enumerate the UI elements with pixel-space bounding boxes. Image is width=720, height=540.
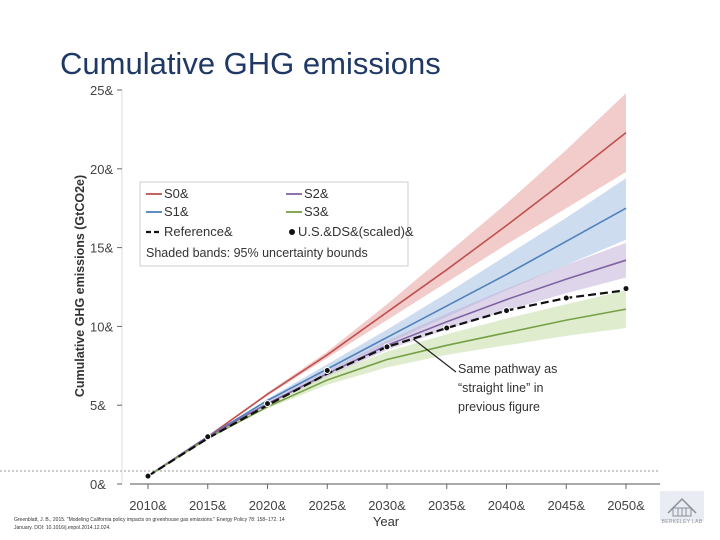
legend-box	[139, 181, 409, 267]
logo-text: BERKELEY LAB	[661, 519, 703, 525]
legend-label-2: S2&	[304, 186, 329, 201]
berkeley-lab-logo: BERKELEY LAB	[660, 491, 704, 527]
data-point-2	[264, 400, 271, 408]
uncertainty-band-3	[148, 290, 626, 477]
x-tick-label-4: 2030&	[368, 498, 406, 513]
x-tick-label-1: 2015&	[189, 498, 227, 513]
data-point-8	[622, 285, 630, 293]
legend-swatch-points	[289, 229, 295, 235]
series-line-1	[147, 207, 627, 477]
x-tick-label-0: 2010&	[129, 498, 167, 513]
annotation-text-1: “straight line” in	[458, 381, 543, 395]
series-line-0	[147, 131, 627, 477]
y-axis-label: Cumulative GHG emissions (GtCO2e)	[73, 175, 87, 397]
legend-label-3: S3&	[304, 204, 329, 219]
x-axis-label: Year	[373, 514, 400, 529]
x-tick-label-8: 2050&	[607, 498, 645, 513]
lab-building-icon	[660, 491, 704, 521]
annotation-text-0: Same pathway as	[458, 362, 557, 376]
y-tick-label-2: 10&	[90, 319, 113, 334]
data-point-0	[144, 472, 152, 480]
annotation-text-2: previous figure	[458, 400, 540, 414]
citation-line-2: January. DOI: 10.1016/j.enpol.2014.12.02…	[14, 525, 111, 531]
x-tick-label-6: 2040&	[488, 498, 526, 513]
y-tick-label-3: 15&	[90, 241, 113, 256]
data-point-6	[503, 307, 510, 315]
legend-note: Shaded bands: 95% uncertainty bounds	[146, 246, 368, 260]
x-tick-label-3: 2025&	[308, 498, 346, 513]
data-point-7	[562, 294, 570, 302]
legend-label-0: S0&	[164, 186, 189, 201]
data-point-5	[443, 324, 451, 332]
y-tick-label-4: 20&	[90, 162, 113, 177]
uncertainty-band-2	[148, 242, 626, 477]
x-tick-label-7: 2045&	[547, 498, 585, 513]
series-line-4	[147, 289, 627, 478]
y-tick-label-1: 5&	[90, 398, 106, 413]
data-point-3	[323, 367, 331, 375]
annotation-pointer	[412, 338, 457, 373]
y-tick-label-5: 25&	[90, 83, 113, 98]
citation-line-1: Greenblatt, J. B., 2015. "Modeling Calif…	[14, 517, 285, 523]
data-point-1	[204, 433, 212, 441]
x-tick-label-2: 2020&	[249, 498, 287, 513]
y-tick-label-0: 0&	[90, 477, 106, 492]
slide-title: Cumulative GHG emissions	[60, 46, 441, 81]
legend-label-points: U.S.&DS&(scaled)&	[298, 224, 414, 239]
data-point-4	[383, 343, 391, 351]
series-line-3	[147, 308, 627, 477]
citation: Greenblatt, J. B., 2015. "Modeling Calif…	[14, 516, 374, 532]
legend-label-1: S1&	[164, 204, 189, 219]
legend-label-4: Reference&	[164, 224, 233, 239]
x-tick-label-5: 2035&	[428, 498, 466, 513]
